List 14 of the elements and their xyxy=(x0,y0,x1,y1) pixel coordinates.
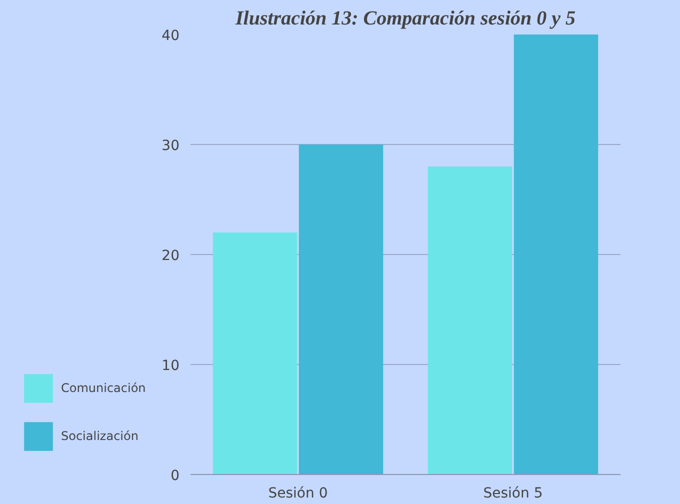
y-tick-label: 20 xyxy=(162,248,180,264)
legend-label: Socialización xyxy=(61,429,138,443)
y-tick-label: 40 xyxy=(162,28,180,44)
y-tick-label: 0 xyxy=(170,468,180,484)
chart-title: Ilustración 13: Comparación sesión 0 y 5 xyxy=(234,8,576,30)
y-tick-label: 30 xyxy=(162,138,180,154)
x-tick-label: Sesión 5 xyxy=(483,486,543,502)
y-tick-label: 10 xyxy=(162,358,180,374)
bar xyxy=(514,34,598,474)
legend-label: Comunicación xyxy=(61,381,146,395)
x-tick-label: Sesión 0 xyxy=(268,486,328,502)
bar xyxy=(428,166,512,474)
bar xyxy=(298,144,384,474)
bar xyxy=(212,232,298,474)
